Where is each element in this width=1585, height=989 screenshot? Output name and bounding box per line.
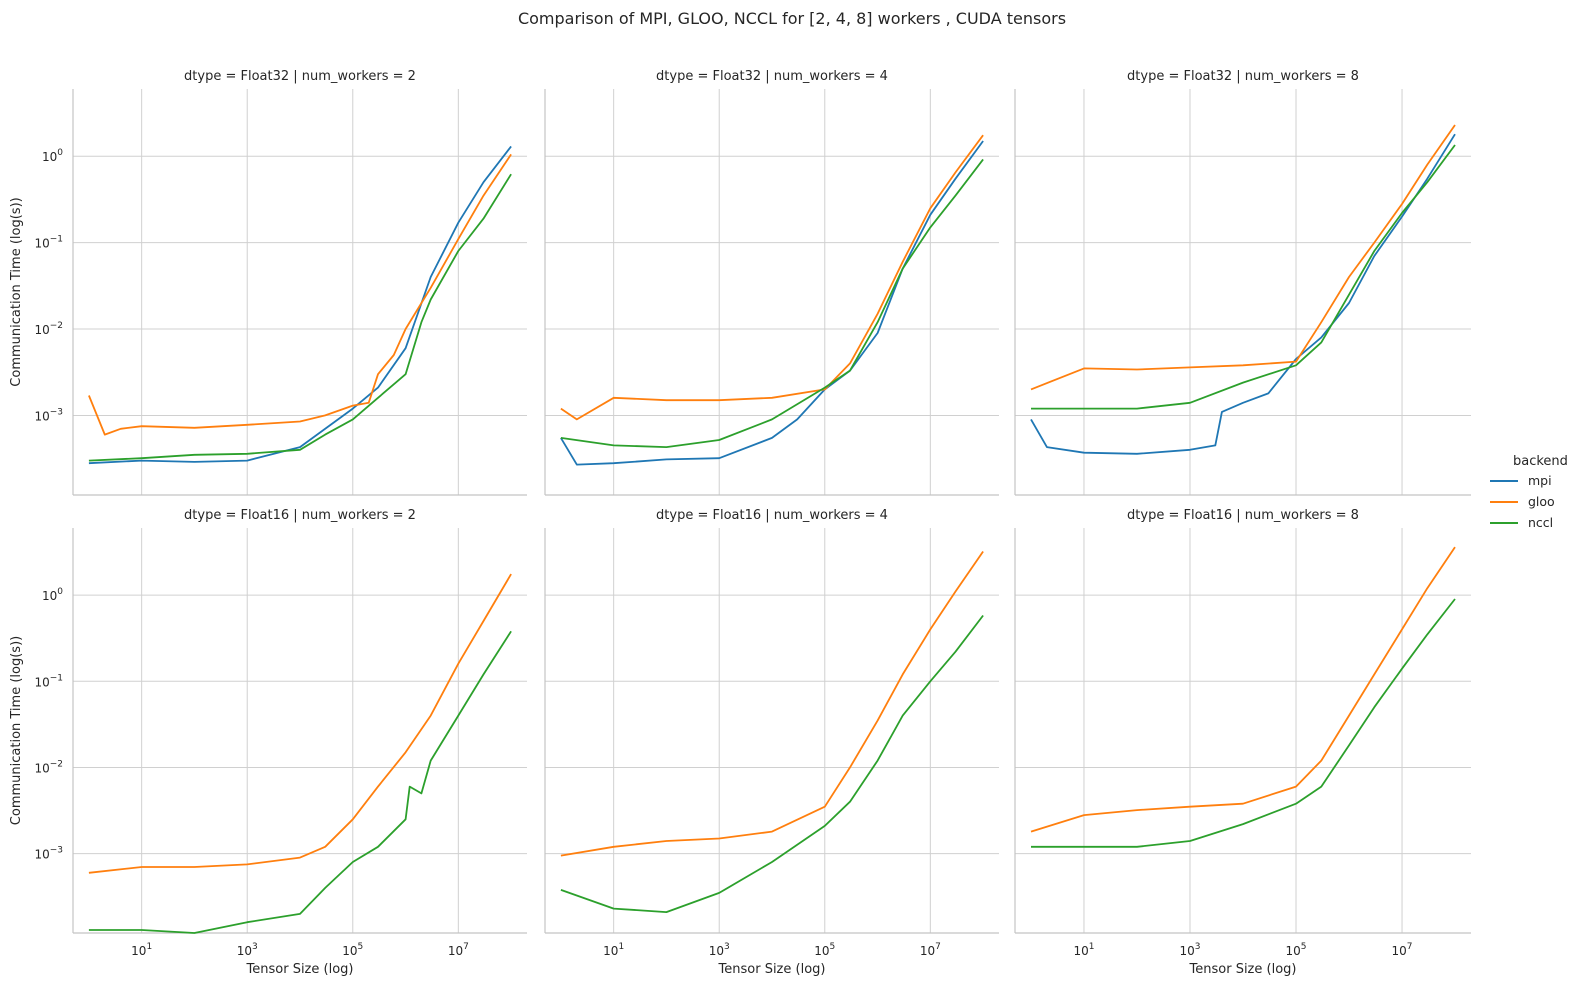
x-tick-label: 107 <box>448 942 469 958</box>
panel-5: dtype = Float16 | num_workers = 4 101 103 1… <box>544 508 999 977</box>
panels: dtype = Float32 | num_workers = 2 10−3 10−… <box>9 69 1471 977</box>
legend: backend mpi gloo nccl <box>1490 454 1568 530</box>
series-line-nccl <box>1031 144 1456 410</box>
series-line-gloo <box>1030 546 1456 833</box>
series-line-nccl <box>1031 598 1456 848</box>
series-line-mpi <box>560 140 984 466</box>
y-tick-label: 10−2 <box>34 759 63 775</box>
x-tick-label: 105 <box>814 942 835 958</box>
panel-6: dtype = Float16 | num_workers = 8 101 103 1… <box>1014 508 1471 977</box>
series-line-nccl <box>560 614 984 913</box>
x-tick-label: 103 <box>709 942 730 958</box>
series-line-mpi <box>88 145 512 465</box>
series-line-nccl <box>560 158 984 448</box>
legend-label-nccl: nccl <box>1528 515 1553 530</box>
series-line-gloo <box>88 573 512 874</box>
series-line-gloo <box>1030 124 1456 391</box>
legend-label-gloo: gloo <box>1528 494 1555 509</box>
panel-2: dtype = Float32 | num_workers = 4 <box>544 69 999 496</box>
x-tick-label: 101 <box>131 942 152 958</box>
y-tick-label: 10−3 <box>34 846 63 862</box>
series-line-nccl <box>88 630 512 934</box>
x-axis-label: Tensor Size (log) <box>1189 962 1297 977</box>
series-line-gloo <box>560 550 984 857</box>
figure-title: Comparison of MPI, GLOO, NCCL for [2, 4,… <box>518 9 1066 28</box>
y-axis-label: Communication Time (log(s)) <box>9 197 24 386</box>
x-tick-label: 103 <box>1179 942 1200 958</box>
series-line-gloo <box>560 134 984 421</box>
panel-title: dtype = Float16 | num_workers = 8 <box>1127 508 1359 523</box>
x-axis-label: Tensor Size (log) <box>246 962 354 977</box>
panel-title: dtype = Float32 | num_workers = 4 <box>656 69 888 84</box>
x-tick-label: 103 <box>237 942 258 958</box>
y-tick-label: 10−1 <box>34 673 63 689</box>
panel-title: dtype = Float16 | num_workers = 4 <box>656 508 888 523</box>
x-axis-label: Tensor Size (log) <box>718 962 826 977</box>
x-tick-label: 101 <box>1073 942 1094 958</box>
y-tick-label: 10−2 <box>34 321 63 337</box>
series-line-gloo <box>88 153 512 436</box>
y-tick-label: 100 <box>42 148 63 164</box>
y-tick-label: 10−1 <box>34 235 63 251</box>
panel-title: dtype = Float32 | num_workers = 2 <box>184 69 416 84</box>
y-tick-label: 100 <box>42 587 63 603</box>
series-line-mpi <box>1030 133 1456 455</box>
y-tick-label: 10−3 <box>34 407 63 423</box>
panel-title: dtype = Float16 | num_workers = 2 <box>184 508 416 523</box>
x-tick-label: 105 <box>342 942 363 958</box>
x-tick-label: 107 <box>1392 942 1413 958</box>
panel-3: dtype = Float32 | num_workers = 8 <box>1014 69 1471 496</box>
panel-1: dtype = Float32 | num_workers = 2 10−3 10−… <box>9 69 527 496</box>
x-tick-label: 107 <box>920 942 941 958</box>
panel-title: dtype = Float32 | num_workers = 8 <box>1127 69 1359 84</box>
x-tick-label: 101 <box>603 942 624 958</box>
legend-title: backend <box>1513 454 1568 469</box>
series-line-nccl <box>88 173 512 462</box>
panel-4: dtype = Float16 | num_workers = 2 101 103 1… <box>9 508 527 977</box>
x-tick-label: 105 <box>1286 942 1307 958</box>
legend-label-mpi: mpi <box>1528 473 1552 488</box>
y-axis-label: Communication Time (log(s)) <box>9 636 24 825</box>
